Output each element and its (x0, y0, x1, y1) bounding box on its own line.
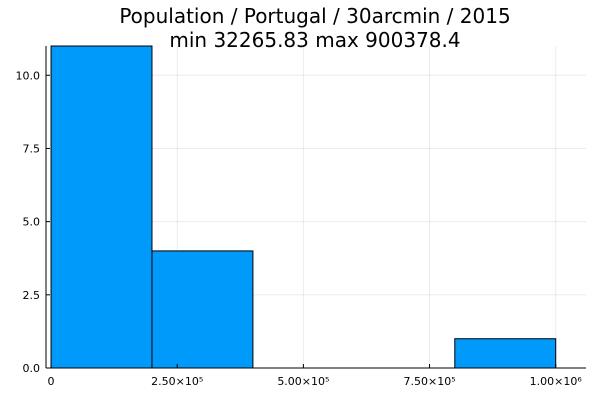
x-tick-labels: 0 2.50×10⁵ 5.00×10⁵ 7.50×10⁵ 1.00×10⁶ (48, 375, 583, 388)
chart-title: Population / Portugal / 30arcmin / 2015 (119, 4, 510, 28)
chart-subtitle: min 32265.83 max 900378.4 (169, 28, 460, 52)
histogram-bar-4 (454, 338, 557, 369)
x-tick-label-2: 5.00×10⁵ (277, 375, 329, 388)
x-tick-label-0: 0 (48, 375, 55, 388)
y-tick-label-4: 10.0 (16, 69, 41, 82)
y-tick-label-0: 0.0 (23, 362, 41, 375)
x-tick-label-3: 7.50×10⁵ (403, 375, 455, 388)
y-tick-label-3: 7.5 (23, 142, 41, 155)
x-tick-label-4: 1.00×10⁶ (530, 375, 583, 388)
histogram-bar-1 (151, 250, 254, 369)
y-tick-label-1: 2.5 (23, 289, 41, 302)
y-tick-label-2: 5.0 (23, 216, 41, 229)
x-tick-label-1: 2.50×10⁵ (151, 375, 203, 388)
y-tick-labels: 0.0 2.5 5.0 7.5 10.0 (16, 69, 41, 375)
histogram-bar-0 (50, 45, 153, 369)
axes (45, 46, 586, 369)
